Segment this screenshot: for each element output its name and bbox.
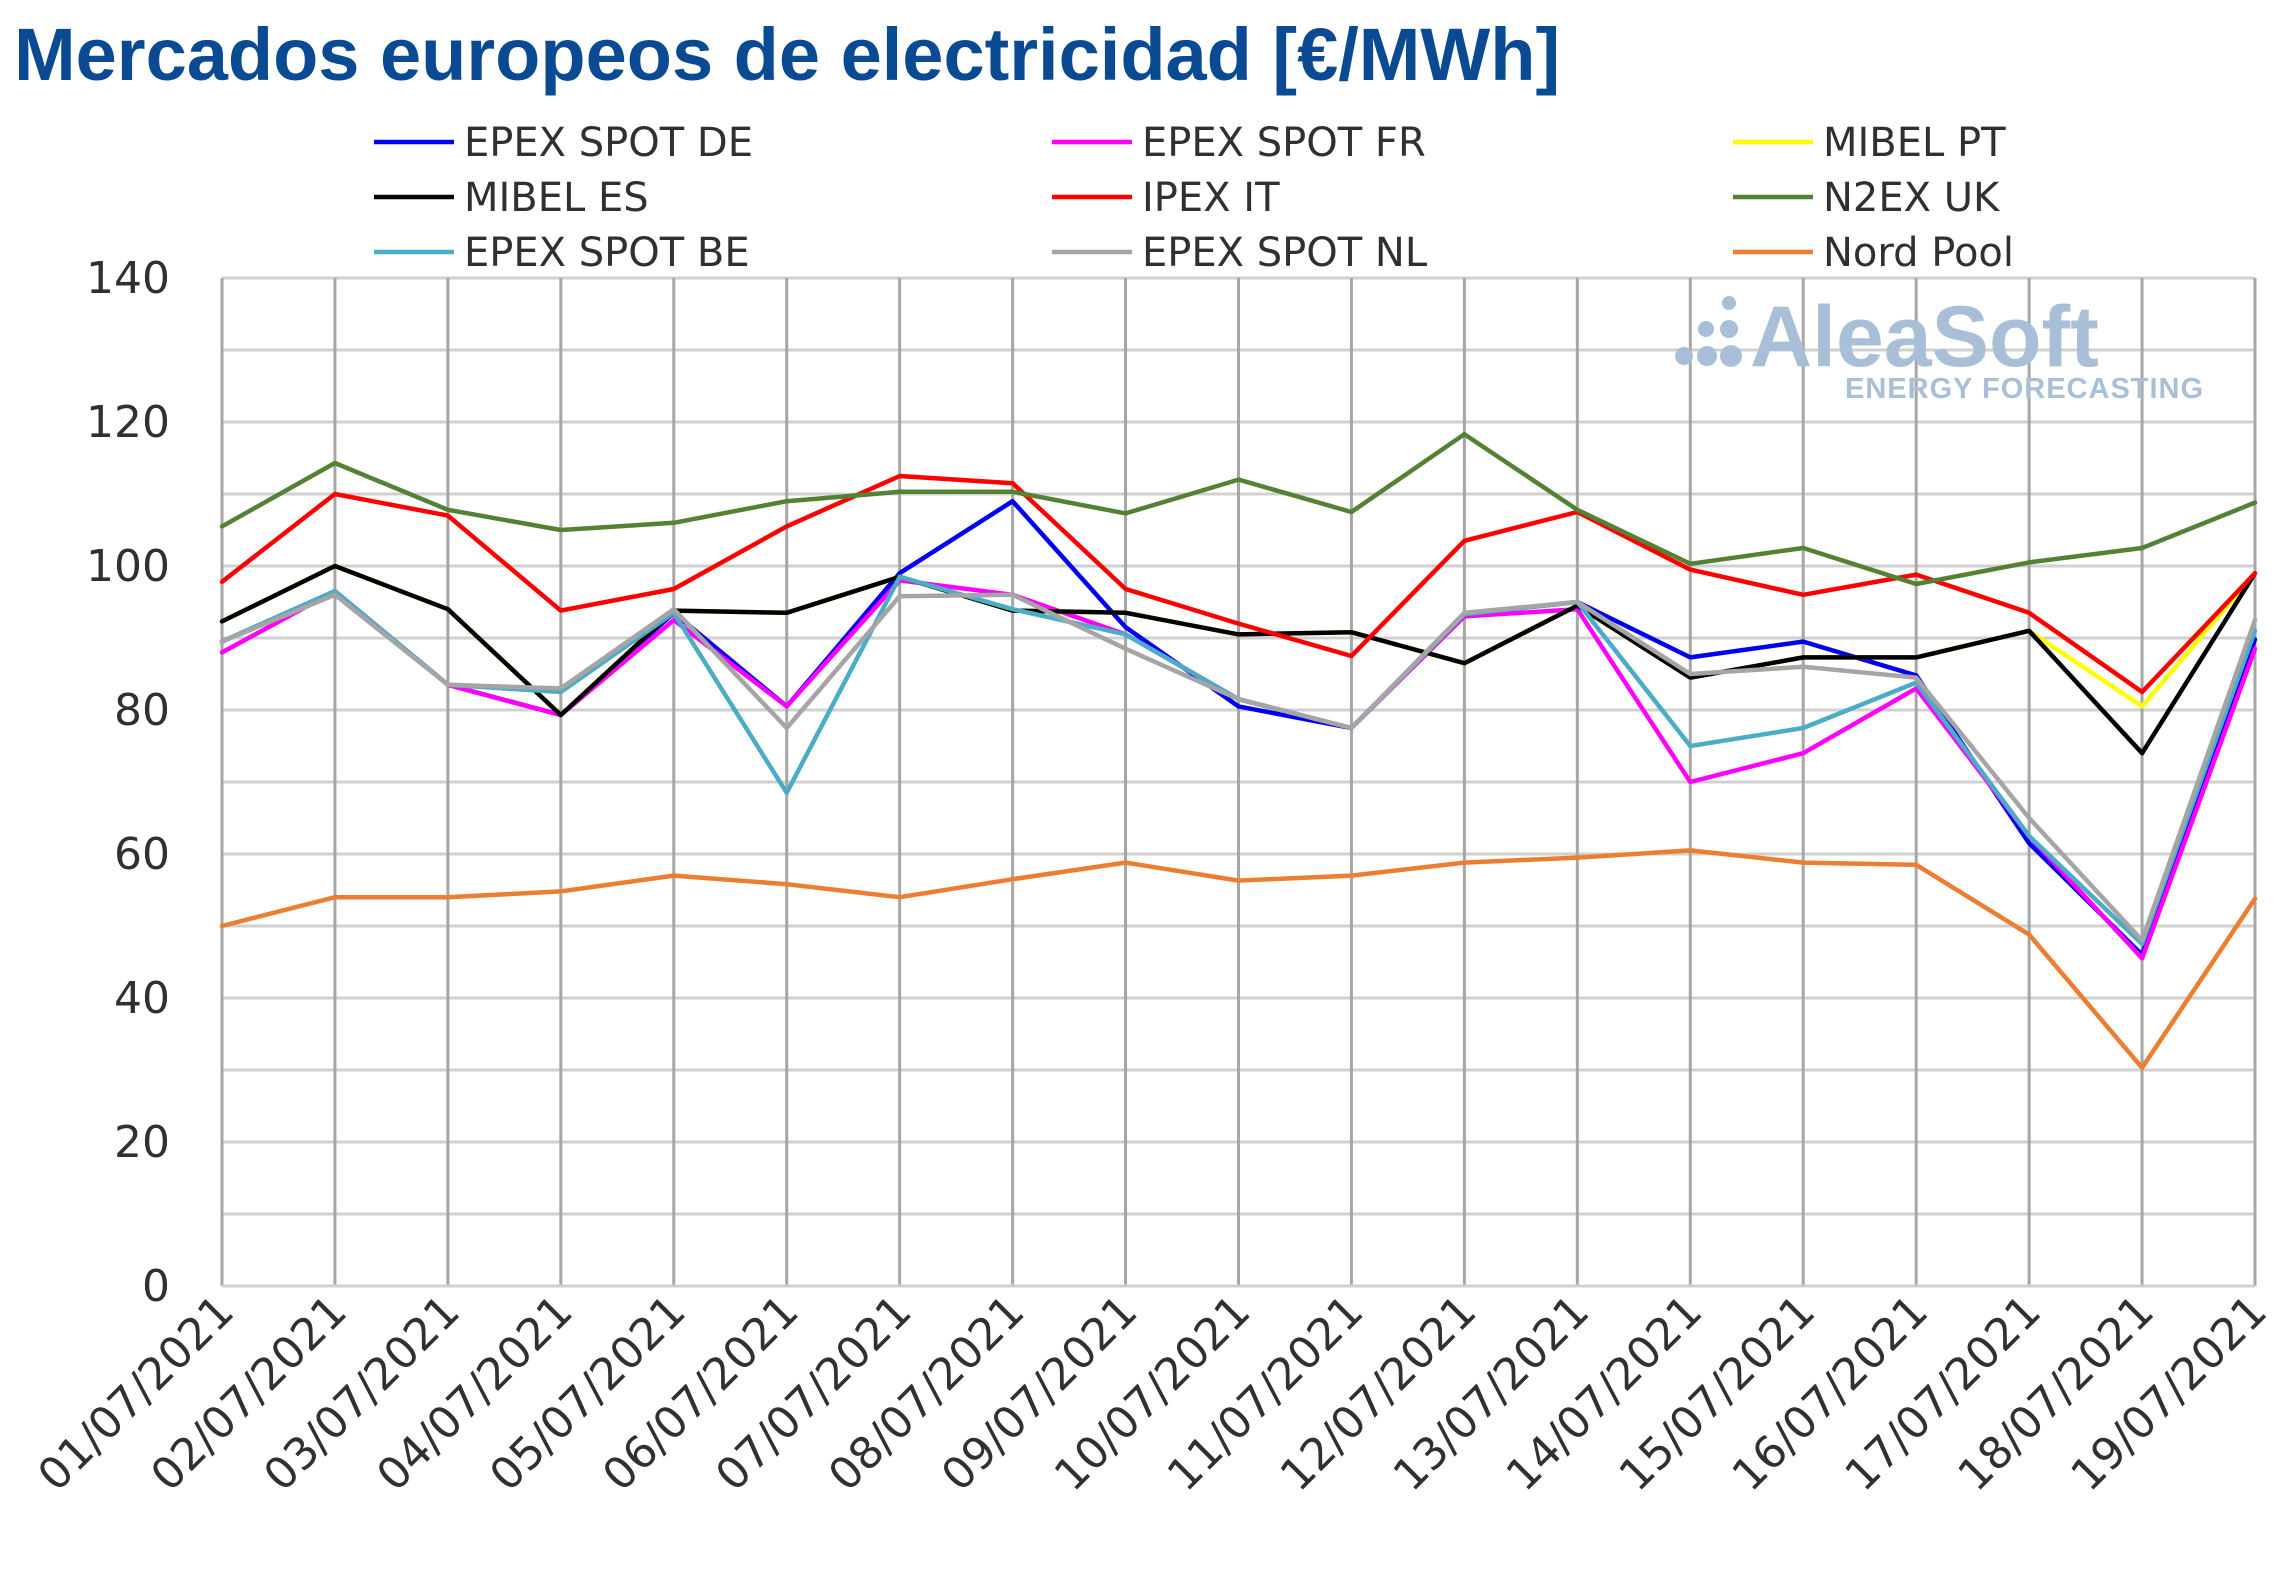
- x-tick-label: 09/07/2021: [932, 1286, 1147, 1501]
- x-tick-label: 12/07/2021: [1271, 1286, 1486, 1501]
- x-tick-label: 17/07/2021: [1835, 1286, 2050, 1501]
- grid-lines: [220, 276, 2257, 1288]
- legend-label: EPEX SPOT FR: [1142, 120, 1426, 166]
- legend-label: MIBEL ES: [464, 175, 649, 221]
- x-tick-label: 14/07/2021: [1497, 1286, 1712, 1501]
- x-tick-label: 02/07/2021: [141, 1286, 356, 1501]
- legend-label: N2EX UK: [1823, 175, 2001, 221]
- series-line-n2ex-uk: [219, 431, 2258, 587]
- x-tick-label: 16/07/2021: [1723, 1286, 1938, 1501]
- legend: EPEX SPOT DE EPEX SPOT FR MIBEL PT MIBEL ES…: [374, 120, 2014, 276]
- brand-tagline: ENERGY FORECASTING: [1845, 373, 2204, 405]
- x-tick-label: 01/07/2021: [28, 1286, 243, 1501]
- series-line-nord-pool: [219, 848, 2258, 1071]
- series-line-ipex-it: [219, 473, 2258, 695]
- x-tick-label: 19/07/2021: [2061, 1286, 2276, 1501]
- y-tick-label: 80: [114, 685, 170, 736]
- x-tick-label: 18/07/2021: [1948, 1286, 2163, 1501]
- x-tick-label: 03/07/2021: [254, 1286, 469, 1501]
- legend-label: MIBEL PT: [1823, 120, 2006, 166]
- legend-label: EPEX SPOT NL: [1142, 230, 1428, 276]
- x-tick-label: 11/07/2021: [1158, 1286, 1373, 1501]
- legend-label: Nord Pool: [1823, 230, 2014, 276]
- chart-title: Mercados europeos de electricidad [€/MWh…: [14, 13, 1561, 96]
- x-tick-label: 13/07/2021: [1384, 1286, 1599, 1501]
- aleasoft-logo: AleaSoft ENERGY FORECASTING: [1675, 289, 2204, 405]
- x-tick-label: 10/07/2021: [1045, 1286, 1260, 1501]
- x-tick-label: 06/07/2021: [593, 1286, 808, 1501]
- x-tick-label: 05/07/2021: [480, 1286, 695, 1501]
- x-tick-label: 08/07/2021: [819, 1286, 1034, 1501]
- legend-label: EPEX SPOT DE: [464, 120, 753, 166]
- y-tick-label: 0: [142, 1261, 170, 1312]
- legend-label: EPEX SPOT BE: [464, 230, 750, 276]
- series-line-epex-spot-nl: [219, 592, 2258, 943]
- y-tick-label: 100: [86, 541, 170, 592]
- y-tick-label: 120: [86, 397, 170, 448]
- y-tick-label: 60: [114, 829, 170, 880]
- logo-dots-icon: [1675, 296, 1742, 367]
- x-tick-label: 15/07/2021: [1610, 1286, 1825, 1501]
- x-tick-label: 07/07/2021: [706, 1286, 921, 1501]
- series-lines: [219, 431, 2258, 1071]
- y-tick-label: 20: [114, 1117, 170, 1168]
- y-tick-label: 140: [86, 253, 170, 304]
- x-tick-label: 04/07/2021: [367, 1286, 582, 1501]
- brand-name: AleaSoft: [1750, 289, 2099, 385]
- y-tick-label: 40: [114, 973, 170, 1024]
- legend-label: IPEX IT: [1142, 175, 1280, 221]
- series-line-mibel-es: [219, 563, 2258, 756]
